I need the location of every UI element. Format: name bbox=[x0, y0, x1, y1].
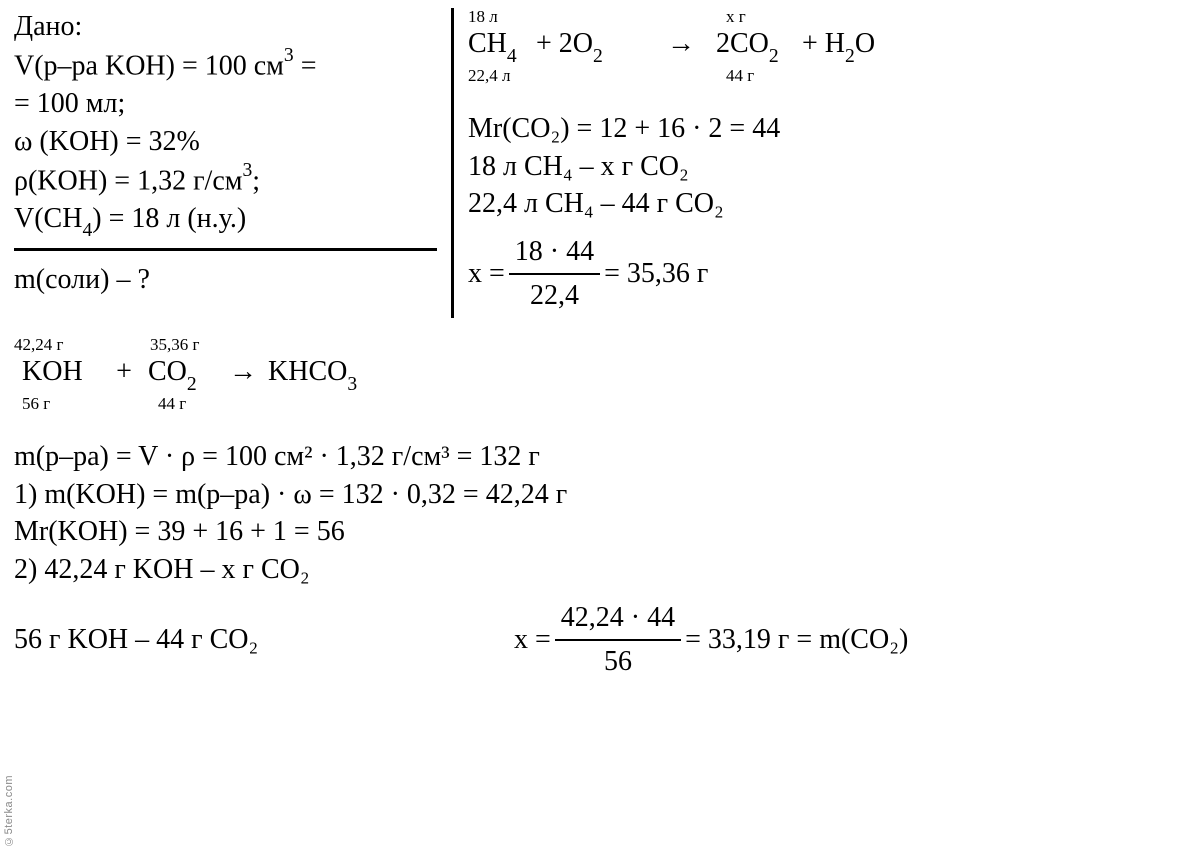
right-line-4: x = 18 · 44 22,4 = 35,36 г bbox=[468, 233, 1175, 315]
eq1-bot-2: 44 г bbox=[726, 67, 754, 84]
given-l5b: ) = 18 л (н.у.) bbox=[92, 203, 246, 234]
given-line-1: V(p–pa KOH) = 100 см3 = bbox=[14, 46, 437, 85]
given-l1a-sup: 3 bbox=[284, 45, 294, 66]
c5-left: 56 г KOH – 44 г CO₂ bbox=[14, 621, 514, 659]
eq2-t2a: CO bbox=[148, 356, 187, 387]
eq2-top-gap bbox=[104, 336, 150, 353]
equation-2-block: 42,24 г 35,36 г KOH + CO2 → KHCO3 56 г 4… bbox=[14, 336, 1175, 420]
eq2-t2: CO2 bbox=[148, 353, 218, 395]
right-line-3: 22,4 л CH₄ – 44 г CO₂ bbox=[468, 185, 1175, 223]
given-heading: Дано: bbox=[14, 8, 437, 46]
given-line-4: ρ(KOH) = 1,32 г/см3; bbox=[14, 161, 437, 200]
calc-line-2: 1) m(KOH) = m(p–pa) · ω = 132 · 0,32 = 4… bbox=[14, 476, 1175, 514]
equation-2: 42,24 г 35,36 г KOH + CO2 → KHCO3 56 г 4… bbox=[14, 336, 357, 412]
given-line-5: V(CH4) = 18 л (н.у.) bbox=[14, 200, 437, 242]
eq2-plus: + bbox=[100, 353, 148, 391]
r4-post: = 35,36 г bbox=[604, 255, 708, 293]
eq1-t4a: + H bbox=[802, 28, 845, 59]
eq1-t3a: 2CO bbox=[716, 28, 769, 59]
eq2-arrow: → bbox=[218, 353, 268, 391]
page-root: Дано: V(p–pa KOH) = 100 см3 = = 100 мл; … bbox=[0, 0, 1189, 853]
eq2-bot-1: 56 г bbox=[14, 395, 112, 412]
calc-line-1: m(p–pa) = V · ρ = 100 см² · 1,32 г/см³ =… bbox=[14, 438, 1175, 476]
eq1-ann-top: 18 л х г bbox=[468, 8, 875, 25]
r4-num: 18 · 44 bbox=[509, 233, 600, 275]
eq2-bot-2: 44 г bbox=[158, 395, 186, 412]
eq2-t1: KOH bbox=[14, 353, 100, 391]
eq2-bot-gap bbox=[112, 395, 158, 412]
eq1-bot-gap bbox=[536, 67, 726, 84]
eq2-top-1: 42,24 г bbox=[14, 336, 104, 353]
given-block: Дано: V(p–pa KOH) = 100 см3 = = 100 мл; … bbox=[14, 8, 437, 251]
eq1-formula: CH4 + 2O2 → 2CO2 + H2O bbox=[468, 25, 875, 67]
eq1-t3b: 2 bbox=[769, 46, 779, 67]
r4-frac: 18 · 44 22,4 bbox=[509, 233, 600, 315]
given-line-3: ω (KOH) = 32% bbox=[14, 123, 437, 161]
eq1-t1a: CH bbox=[468, 28, 507, 59]
eq1-bot-1: 22,4 л bbox=[468, 67, 536, 84]
given-l5a: V(CH bbox=[14, 203, 82, 234]
eq2-t3a: KHCO bbox=[268, 356, 347, 387]
eq1-top-1: 18 л bbox=[468, 8, 536, 25]
calc-line-4: 2) 42,24 г KOH – х г CO₂ bbox=[14, 551, 1175, 589]
eq1-top-gap bbox=[536, 8, 726, 25]
eq1-t5: O bbox=[855, 28, 875, 59]
eq1-t2a: + 2O bbox=[536, 28, 593, 59]
left-column: Дано: V(p–pa KOH) = 100 см3 = = 100 мл; … bbox=[14, 8, 451, 318]
top-columns: Дано: V(p–pa KOH) = 100 см3 = = 100 мл; … bbox=[14, 8, 1175, 318]
equation-1: 18 л х г CH4 + 2O2 → 2CO2 + H2O 22,4 л 4… bbox=[468, 8, 875, 84]
given-l4a-sup: 3 bbox=[242, 160, 252, 181]
eq1-t2: + 2O2 bbox=[536, 25, 656, 67]
watermark: ©5terka.com bbox=[2, 775, 17, 847]
given-l4a: ρ(KOH) = 1,32 г/см bbox=[14, 165, 242, 196]
eq2-ann-bot: 56 г 44 г bbox=[14, 395, 357, 412]
c5-pre: x = bbox=[514, 621, 551, 659]
given-l5a-sub: 4 bbox=[82, 220, 92, 241]
eq1-ann-bot: 22,4 л 44 г bbox=[468, 67, 875, 84]
eq1-top-2: х г bbox=[726, 8, 746, 25]
find-line: m(соли) – ? bbox=[14, 261, 437, 299]
eq1-arrow: → bbox=[656, 25, 706, 63]
c5-num: 42,24 · 44 bbox=[555, 599, 681, 641]
eq1-t1b: 4 bbox=[507, 46, 517, 67]
r4-den: 22,4 bbox=[509, 275, 600, 315]
right-column: 18 л х г CH4 + 2O2 → 2CO2 + H2O 22,4 л 4… bbox=[454, 8, 1175, 318]
given-l1a: V(p–pa KOH) = 100 см bbox=[14, 50, 284, 81]
r4-pre: x = bbox=[468, 255, 505, 293]
eq1-t4: + H2O bbox=[802, 25, 875, 67]
right-line-1: Mr(CO₂) = 12 + 16 · 2 = 44 bbox=[468, 110, 1175, 148]
given-l1b: = bbox=[294, 50, 317, 81]
calc-line-3: Mr(KOH) = 39 + 16 + 1 = 56 bbox=[14, 513, 1175, 551]
eq1-t4b: 2 bbox=[845, 46, 855, 67]
given-line-2: = 100 мл; bbox=[14, 85, 437, 123]
eq2-ann-top: 42,24 г 35,36 г bbox=[14, 336, 357, 353]
eq2-t3: KHCO3 bbox=[268, 353, 357, 395]
eq2-t2b: 2 bbox=[187, 374, 197, 395]
eq1-t1: CH4 bbox=[468, 25, 536, 67]
right-line-2: 18 л CH₄ – х г CO₂ bbox=[468, 148, 1175, 186]
c5-den: 56 bbox=[555, 641, 681, 681]
eq2-top-2: 35,36 г bbox=[150, 336, 199, 353]
c5-post: = 33,19 г = m(CO₂) bbox=[685, 621, 908, 659]
eq2-t3b: 3 bbox=[347, 374, 357, 395]
eq2-formula: KOH + CO2 → KHCO3 bbox=[14, 353, 357, 395]
calc-line-5: 56 г KOH – 44 г CO₂ x = 42,24 · 44 56 = … bbox=[14, 599, 1175, 681]
eq1-t3: 2CO2 bbox=[706, 25, 802, 67]
given-l4b: ; bbox=[252, 165, 260, 196]
eq1-t2b: 2 bbox=[593, 46, 603, 67]
c5-frac: 42,24 · 44 56 bbox=[555, 599, 681, 681]
